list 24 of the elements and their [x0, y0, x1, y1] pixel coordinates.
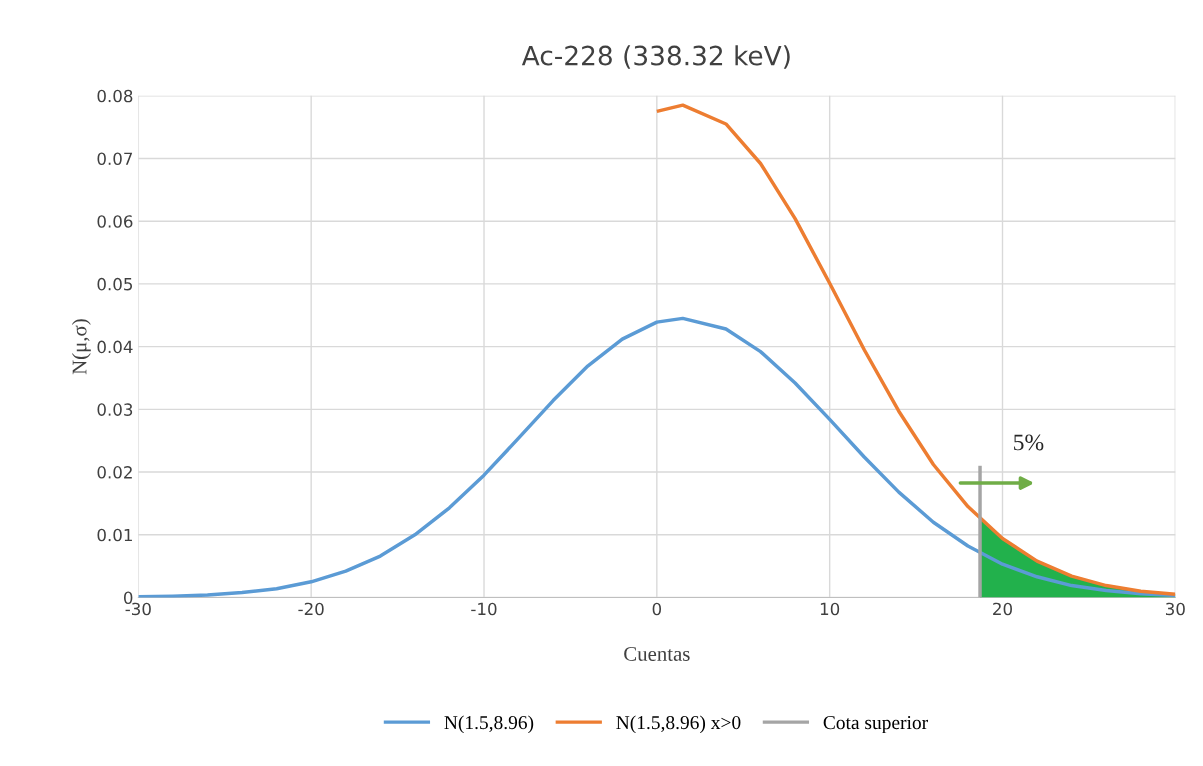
x-tick-label: -10 — [471, 602, 497, 616]
y-tick-label: 0.05 — [97, 277, 133, 291]
x-tick-label: -30 — [125, 602, 151, 616]
y-tick-label: 0.07 — [97, 152, 133, 166]
legend-label: N(1.5,8.96) x>0 — [616, 715, 741, 734]
x-axis-title: Cuentas — [624, 646, 690, 661]
x-tick-label: 20 — [993, 602, 1012, 616]
y-tick-label: 0.08 — [97, 89, 133, 103]
y-tick-label: 0.02 — [97, 466, 132, 479]
y-tick-label: 0.04 — [97, 340, 133, 354]
annotation: 5% — [1014, 434, 1044, 451]
x-tick-label: -20 — [298, 602, 324, 616]
y-axis-title: N(μ,σ) — [71, 319, 91, 375]
x-tick-label: 0 — [652, 602, 662, 616]
y-tick-label: 0.01 — [97, 528, 132, 542]
x-tick-label: 30 — [1166, 602, 1185, 616]
x-tick-label: 10 — [820, 602, 840, 616]
chart-title: Ac-228 (338.32 keV) — [521, 45, 790, 69]
legend-label: N(1.5,8.96) — [444, 715, 534, 734]
y-tick-label: 0.06 — [97, 215, 133, 228]
line-series — [655, 103, 1176, 597]
y-tick-label: 0 — [123, 591, 133, 605]
legend-label: Cota superior — [823, 716, 928, 734]
y-tick-label: 0.03 — [97, 403, 133, 416]
